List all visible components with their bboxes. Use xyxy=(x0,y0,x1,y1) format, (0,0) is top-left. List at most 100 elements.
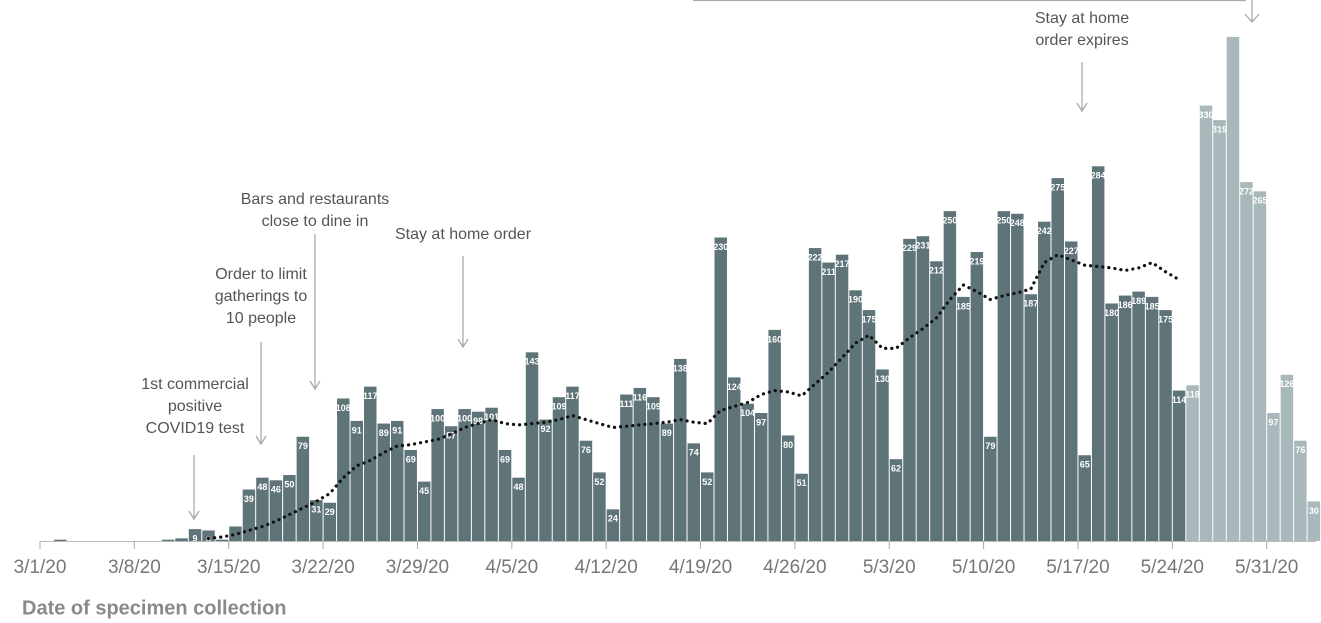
bar xyxy=(296,436,310,541)
value-label: 272 xyxy=(1239,186,1254,196)
value-label: 222 xyxy=(808,252,823,262)
bar xyxy=(916,236,930,541)
value-label: 76 xyxy=(1295,445,1305,455)
annotation: Bars and restaurants xyxy=(241,191,390,208)
value-label: 118 xyxy=(1185,390,1200,400)
value-label: 126 xyxy=(1279,379,1294,389)
bar xyxy=(1024,294,1038,541)
bar xyxy=(768,329,781,541)
value-label: 175 xyxy=(862,314,877,324)
annotation: positive xyxy=(168,398,222,415)
value-label: 330 xyxy=(1199,110,1214,120)
x-axis-title: Date of specimen collection xyxy=(22,597,287,619)
value-label: 69 xyxy=(406,454,416,464)
bar xyxy=(1132,291,1145,541)
value-label: 117 xyxy=(565,391,580,401)
value-label: 227 xyxy=(1064,246,1079,256)
bar xyxy=(1091,166,1105,541)
bar xyxy=(350,420,364,541)
bar xyxy=(161,539,175,541)
x-tick-label: 3/8/20 xyxy=(108,557,161,578)
value-label: 52 xyxy=(594,477,604,487)
arrow xyxy=(1076,62,1088,113)
bar xyxy=(175,538,188,541)
bar xyxy=(727,377,741,541)
bar xyxy=(862,310,876,541)
value-label: 230 xyxy=(713,242,728,252)
value-label: 50 xyxy=(284,479,294,489)
bar xyxy=(1145,296,1159,541)
annotation: Stay at home xyxy=(1035,10,1129,27)
x-tick-label: 5/3/20 xyxy=(863,557,916,578)
value-label: 100 xyxy=(457,413,472,423)
bar xyxy=(364,386,377,541)
annotation: order expires xyxy=(1035,32,1128,49)
value-label: 124 xyxy=(727,382,742,392)
value-label: 89 xyxy=(662,428,672,438)
bar xyxy=(417,481,431,541)
x-tick-label: 4/12/20 xyxy=(574,557,637,578)
bar xyxy=(701,472,714,541)
value-label: 242 xyxy=(1037,226,1052,236)
bar xyxy=(1280,374,1294,541)
bar xyxy=(215,539,229,541)
bar xyxy=(1038,221,1051,542)
bar xyxy=(930,261,943,541)
arrow xyxy=(1244,0,1260,23)
bar xyxy=(390,420,404,541)
value-label: 24 xyxy=(608,514,618,524)
value-label: 89 xyxy=(379,428,389,438)
value-label: 76 xyxy=(581,445,591,455)
bar xyxy=(256,477,269,541)
bar xyxy=(660,423,674,541)
bar xyxy=(202,530,215,541)
bar xyxy=(943,211,957,541)
bar xyxy=(647,397,660,541)
value-label: 39 xyxy=(244,494,254,504)
value-label: 185 xyxy=(1145,301,1160,311)
value-label: 190 xyxy=(848,295,863,305)
bar xyxy=(687,443,701,541)
arrow xyxy=(309,234,321,391)
bar xyxy=(229,526,242,541)
value-label: 160 xyxy=(767,334,782,344)
value-label: 52 xyxy=(702,477,712,487)
value-label: 79 xyxy=(298,441,308,451)
bar xyxy=(781,435,795,541)
bar xyxy=(377,423,390,541)
annotation: Stay at home order xyxy=(395,226,532,243)
bar xyxy=(674,358,687,541)
value-label: 51 xyxy=(797,478,807,488)
value-label: 91 xyxy=(392,425,402,435)
bar xyxy=(404,449,417,541)
value-label: 31 xyxy=(311,504,321,514)
bar xyxy=(984,436,997,541)
bar xyxy=(835,254,849,542)
value-label: 87 xyxy=(446,431,456,441)
bar xyxy=(1105,303,1118,541)
bar xyxy=(889,459,903,541)
bar xyxy=(1159,310,1172,541)
value-label: 48 xyxy=(514,482,524,492)
bar xyxy=(1240,182,1253,541)
value-label: 175 xyxy=(1158,314,1173,324)
x-tick-label: 5/24/20 xyxy=(1141,557,1204,578)
value-label: 62 xyxy=(891,464,901,474)
bar xyxy=(431,409,444,541)
value-label: 130 xyxy=(875,374,890,384)
value-label: 108 xyxy=(336,403,351,413)
x-tick-label: 3/15/20 xyxy=(197,557,260,578)
bar xyxy=(458,409,471,541)
bar xyxy=(795,473,808,541)
bar xyxy=(1307,501,1321,541)
bar xyxy=(714,237,727,541)
value-label: 116 xyxy=(633,392,648,402)
annotation: close to dine in xyxy=(262,213,369,230)
annotation: 1st commercial xyxy=(141,376,249,393)
bar xyxy=(1011,213,1024,541)
value-label: 79 xyxy=(985,441,995,451)
annotation: 10 people xyxy=(226,310,296,327)
bar xyxy=(337,398,350,541)
bar xyxy=(620,394,633,541)
